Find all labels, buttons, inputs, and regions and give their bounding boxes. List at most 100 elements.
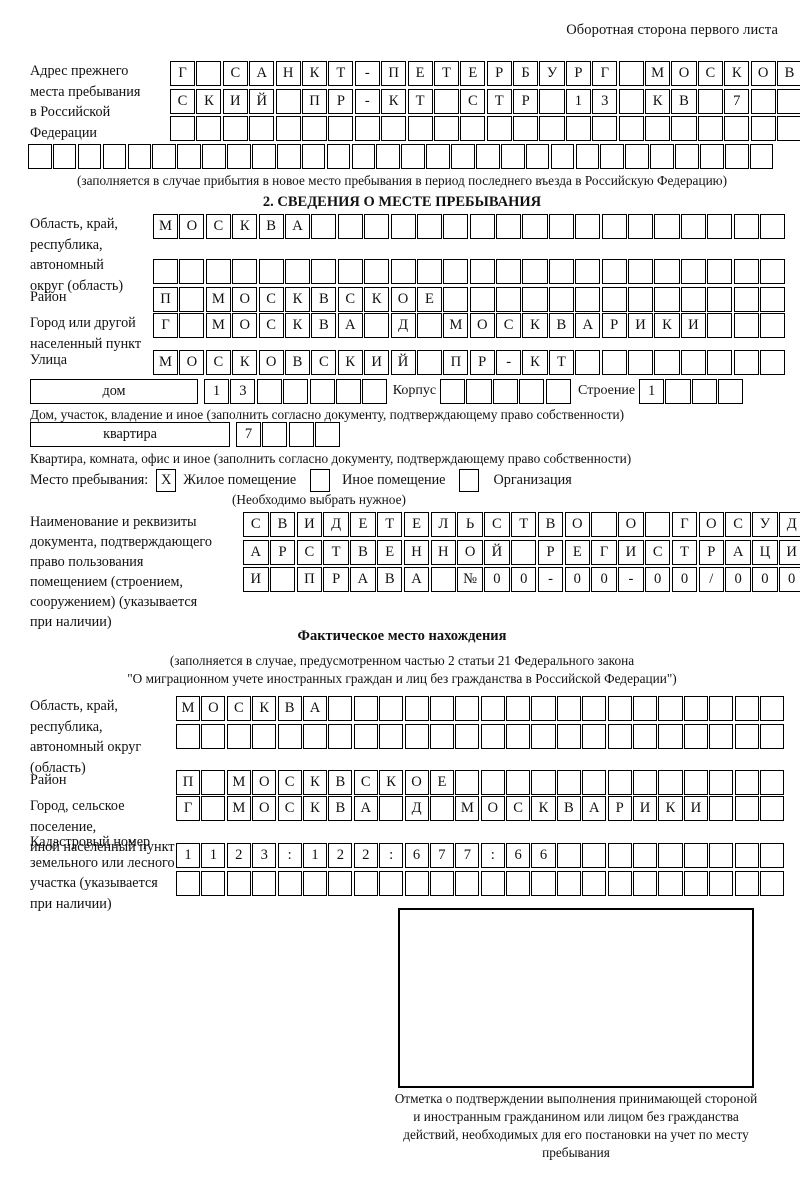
form-cell[interactable]: Р: [469, 350, 495, 375]
form-cell[interactable]: [179, 313, 205, 338]
form-cell[interactable]: Р: [565, 61, 591, 86]
form-cell[interactable]: [102, 144, 127, 169]
form-cell[interactable]: [776, 88, 800, 114]
form-cell[interactable]: В: [548, 313, 574, 338]
form-cell[interactable]: Р: [601, 313, 627, 338]
form-cell[interactable]: С: [296, 539, 323, 565]
form-cell[interactable]: К: [522, 313, 548, 338]
form-cell[interactable]: -: [537, 567, 564, 592]
form-cell[interactable]: С: [170, 88, 196, 114]
form-cell[interactable]: В: [376, 567, 403, 592]
stay-type-row[interactable]: Место пребывания: X Жилое помещение Иное…: [30, 469, 572, 492]
form-cell[interactable]: [565, 116, 591, 141]
form-cell[interactable]: Г: [153, 313, 179, 338]
form-cell[interactable]: О: [618, 512, 644, 537]
form-cell[interactable]: [591, 512, 617, 537]
form-cell[interactable]: [607, 843, 632, 868]
form-cell[interactable]: [354, 116, 380, 141]
form-cell[interactable]: [658, 770, 683, 795]
form-cell[interactable]: [671, 116, 697, 141]
form-cell[interactable]: [582, 871, 607, 896]
form-cell[interactable]: В: [328, 796, 353, 821]
form-cell[interactable]: 0: [752, 567, 778, 592]
flat-number-cells[interactable]: 7: [236, 422, 342, 447]
form-cell[interactable]: К: [645, 88, 671, 114]
form-cell[interactable]: М: [455, 796, 480, 821]
form-cell[interactable]: И: [364, 350, 390, 375]
form-cell[interactable]: [496, 214, 522, 239]
form-cell[interactable]: [390, 259, 416, 284]
form-cell[interactable]: [707, 287, 733, 312]
form-cell[interactable]: П: [381, 61, 407, 86]
form-cell[interactable]: 2: [328, 843, 353, 868]
form-cell[interactable]: [628, 214, 654, 239]
form-cell[interactable]: К: [381, 88, 407, 114]
form-cell[interactable]: А: [353, 796, 378, 821]
form-cell[interactable]: Л: [430, 512, 457, 537]
form-cell[interactable]: [539, 88, 565, 114]
form-cell[interactable]: [328, 116, 354, 141]
form-cell[interactable]: И: [296, 512, 323, 537]
form-cell[interactable]: [364, 259, 390, 284]
form-cell[interactable]: 7: [724, 88, 750, 114]
form-cell[interactable]: [600, 144, 625, 169]
form-cell[interactable]: [496, 287, 522, 312]
form-cell[interactable]: [283, 379, 309, 404]
cell-row[interactable]: [440, 379, 572, 404]
form-cell[interactable]: 1: [302, 843, 328, 868]
form-cell[interactable]: [759, 770, 785, 795]
form-cell[interactable]: В: [671, 88, 697, 114]
form-cell[interactable]: [618, 61, 644, 86]
form-cell[interactable]: [697, 116, 723, 141]
form-cell[interactable]: Н: [430, 539, 457, 565]
form-cell[interactable]: 6: [506, 843, 531, 868]
form-cell[interactable]: С: [484, 512, 510, 537]
form-cell[interactable]: [525, 144, 550, 169]
form-cell[interactable]: [328, 696, 353, 721]
form-cell[interactable]: В: [258, 214, 284, 239]
form-cell[interactable]: [362, 379, 388, 404]
form-cell[interactable]: [179, 287, 205, 312]
form-cell[interactable]: О: [179, 214, 205, 239]
form-cell[interactable]: [455, 871, 480, 896]
form-cell[interactable]: [548, 214, 574, 239]
form-cell[interactable]: -: [354, 88, 380, 114]
form-cell[interactable]: [733, 214, 759, 239]
form-cell[interactable]: И: [683, 796, 708, 821]
form-cell[interactable]: В: [350, 539, 376, 565]
form-cell[interactable]: С: [725, 512, 751, 537]
form-cell[interactable]: [759, 259, 786, 284]
form-cell[interactable]: О: [258, 350, 284, 375]
form-cell[interactable]: [326, 144, 351, 169]
form-cell[interactable]: [633, 696, 658, 721]
form-cell[interactable]: В: [284, 350, 311, 375]
form-cell[interactable]: -: [354, 61, 380, 86]
form-cell[interactable]: А: [243, 539, 269, 565]
form-cell[interactable]: С: [697, 61, 723, 86]
form-cell[interactable]: [401, 144, 425, 169]
form-cell[interactable]: [381, 116, 407, 141]
form-cell[interactable]: [480, 724, 505, 749]
form-cell[interactable]: [734, 871, 759, 896]
form-cell[interactable]: [430, 567, 457, 592]
form-cell[interactable]: [531, 770, 556, 795]
form-cell[interactable]: Й: [390, 350, 416, 375]
form-cell[interactable]: О: [252, 796, 277, 821]
cell-row[interactable]: [170, 116, 800, 141]
form-cell[interactable]: [759, 313, 786, 338]
form-cell[interactable]: [277, 724, 302, 749]
form-cell[interactable]: К: [302, 796, 328, 821]
form-cell[interactable]: С: [258, 287, 284, 312]
form-cell[interactable]: [658, 843, 683, 868]
form-cell[interactable]: Т: [510, 512, 537, 537]
form-cell[interactable]: [426, 144, 450, 169]
form-cell[interactable]: [315, 422, 341, 447]
form-cell[interactable]: [759, 871, 785, 896]
form-cell[interactable]: Р: [537, 539, 564, 565]
